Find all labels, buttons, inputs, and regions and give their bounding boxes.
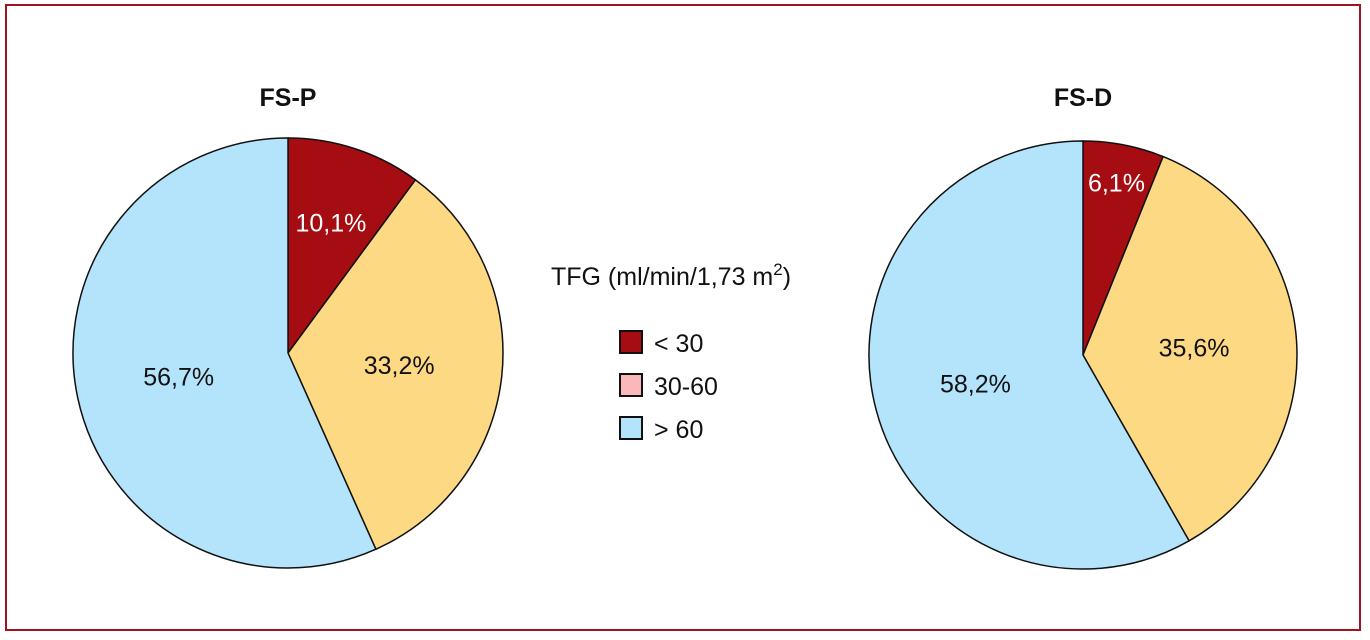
pie-slice-fs-p-30-60 — [287, 178, 504, 551]
legend-swatch-lt30 — [619, 330, 643, 354]
pie-slice-fs-p-gt60 — [72, 137, 377, 569]
legend-label-gt60: > 60 — [654, 416, 703, 444]
legend: TFG (ml/min/1,73 m2) < 30 30-60 > 60 — [551, 260, 791, 444]
legend-label-30-60: 30-60 — [654, 373, 718, 401]
legend-swatch-gt60 — [619, 416, 643, 440]
pie-slice-fs-d-30-60 — [1082, 155, 1298, 542]
pie-slice-fs-d-gt60 — [868, 140, 1191, 570]
data-label-fs-d-lt30: 6,1% — [1088, 170, 1145, 198]
chart-title-fs-d: FS-D — [1054, 84, 1112, 112]
chart-title-fs-p: FS-P — [260, 84, 317, 112]
data-label-fs-d-gt60: 58,2% — [940, 371, 1011, 399]
pie-chart-fs-p: FS-P 10,1% 33,2% 56,7% — [72, 84, 504, 569]
data-label-fs-d-30-60: 35,6% — [1159, 334, 1230, 362]
data-label-fs-p-gt60: 56,7% — [143, 363, 214, 391]
pie-slice-fs-p-lt30 — [287, 137, 417, 356]
legend-swatch-30-60 — [619, 373, 643, 397]
pie-chart-fs-d: FS-D 6,1% 35,6% 58,2% — [868, 84, 1298, 570]
data-label-fs-p-lt30: 10,1% — [295, 209, 366, 237]
legend-label-lt30: < 30 — [654, 330, 703, 358]
legend-title: TFG (ml/min/1,73 m2) — [551, 260, 791, 291]
data-label-fs-p-30-60: 33,2% — [364, 352, 435, 380]
